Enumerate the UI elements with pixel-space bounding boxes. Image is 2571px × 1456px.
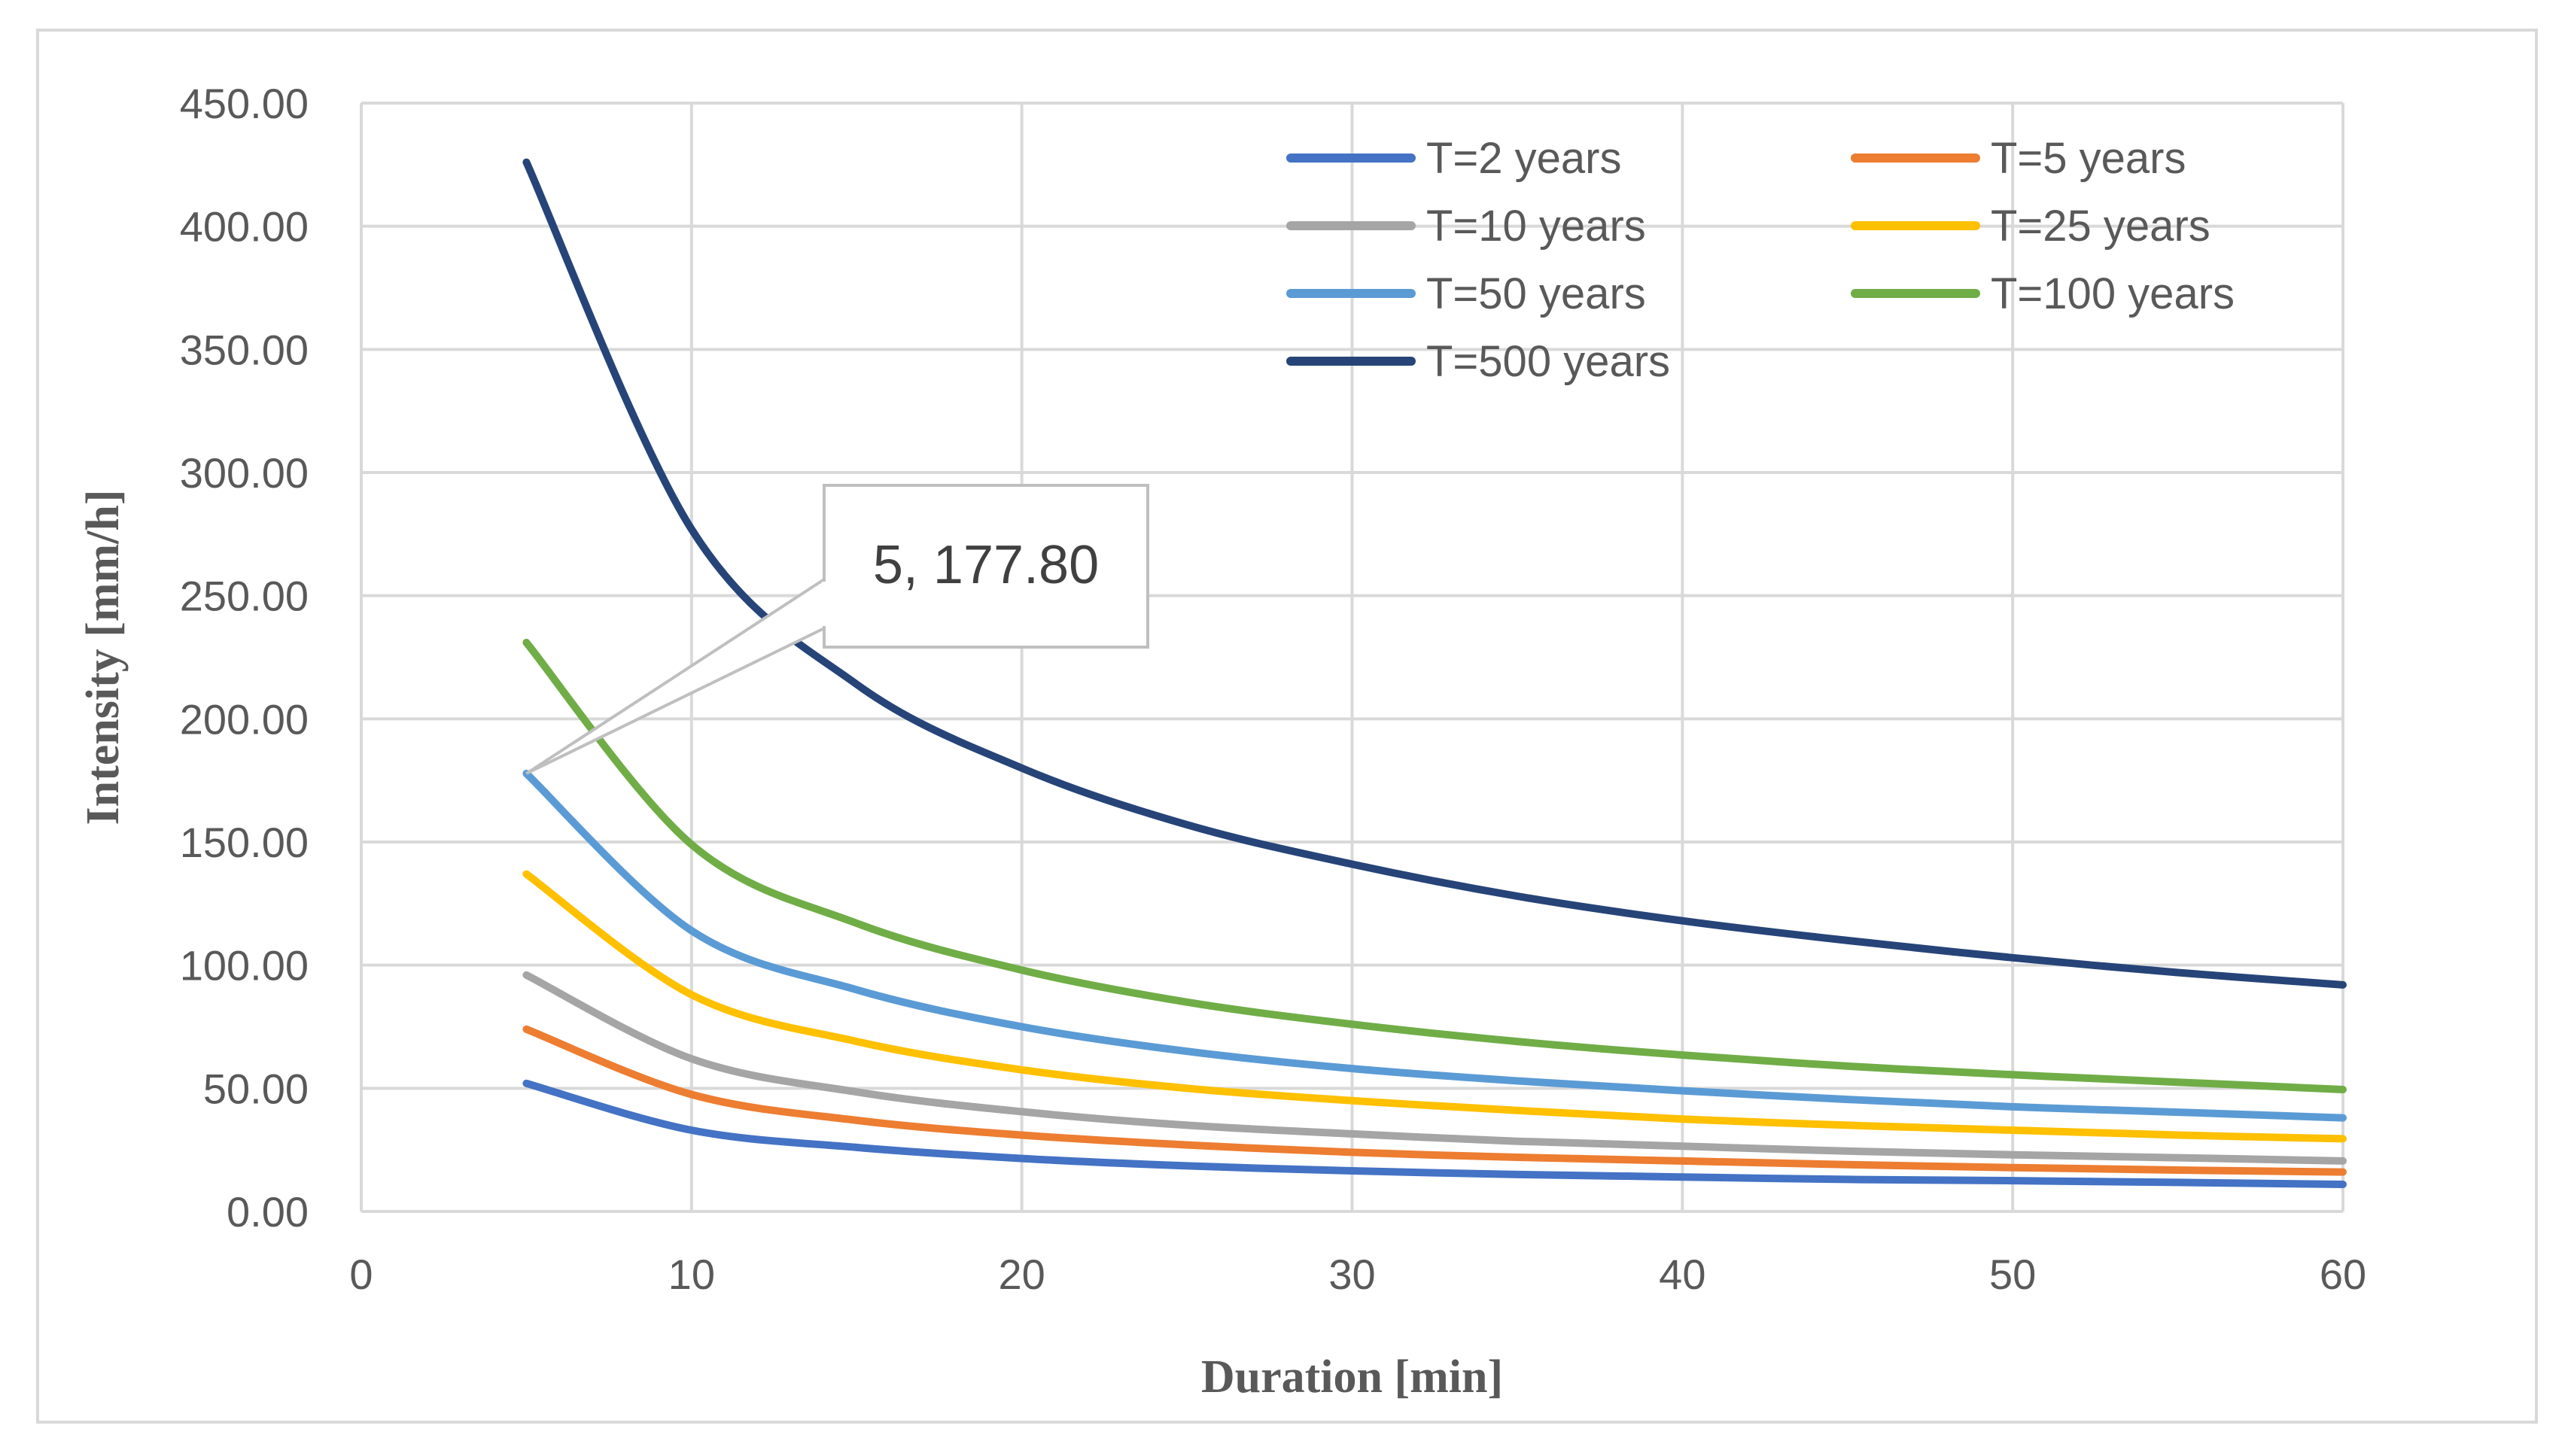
data-callout: 5, 177.80	[525, 484, 1149, 775]
legend-label: T=50 years	[1426, 269, 1646, 318]
y-tick-label: 150.00	[180, 819, 309, 866]
y-tick-label: 100.00	[180, 942, 309, 989]
x-axis-title: Duration [min]	[1201, 1351, 1503, 1403]
callout-label: 5, 177.80	[873, 535, 1099, 595]
y-tick-label: 350.00	[180, 326, 309, 373]
x-axis-ticks: 0 10 20 30 40 50 60	[349, 1251, 2366, 1298]
legend-label: T=5 years	[1991, 134, 2186, 183]
y-tick-label: 250.00	[180, 573, 309, 620]
y-tick-label: 450.00	[180, 80, 309, 127]
y-tick-label: 200.00	[180, 695, 309, 743]
x-tick-label: 30	[1328, 1251, 1375, 1298]
series-line-t-2-years	[522, 1079, 2347, 1188]
x-tick-label: 10	[668, 1251, 715, 1298]
chart-frame	[36, 29, 2538, 1424]
y-axis-title: Intensity [mm/h]	[78, 489, 129, 825]
legend-label: T=2 years	[1426, 134, 1622, 183]
y-tick-label: 300.00	[180, 449, 309, 497]
x-tick-label: 0	[349, 1251, 373, 1298]
legend-label: T=25 years	[1991, 202, 2210, 251]
x-tick-label: 60	[2320, 1251, 2366, 1298]
y-axis-ticks: 0.00 50.00 100.00 150.00 200.00 250.00 300.00 3…	[180, 80, 309, 1236]
y-tick-label: 400.00	[180, 203, 309, 251]
legend-label: T=100 years	[1991, 269, 2235, 318]
series-line-t-25-years	[522, 870, 2347, 1143]
series-line-t-10-years	[522, 971, 2347, 1165]
series-line-t-500-years	[522, 158, 2347, 989]
x-tick-label: 50	[1989, 1251, 2036, 1298]
legend-label: T=10 years	[1426, 202, 1646, 251]
callout-box	[823, 484, 1149, 649]
series-lines	[522, 158, 2347, 1188]
x-tick-label: 20	[999, 1251, 1045, 1298]
series-line-t-50-years	[522, 770, 2347, 1122]
series-line-t-100-years	[522, 638, 2347, 1093]
y-tick-label: 50.00	[203, 1065, 309, 1112]
legend: T=2 years T=5 years T=10 years T=25 years T=…	[1286, 134, 2235, 386]
legend-label: T=500 years	[1426, 337, 1670, 386]
y-tick-label: 0.00	[227, 1188, 309, 1236]
x-tick-label: 40	[1659, 1251, 1705, 1298]
series-line-t-5-years	[522, 1025, 2347, 1176]
